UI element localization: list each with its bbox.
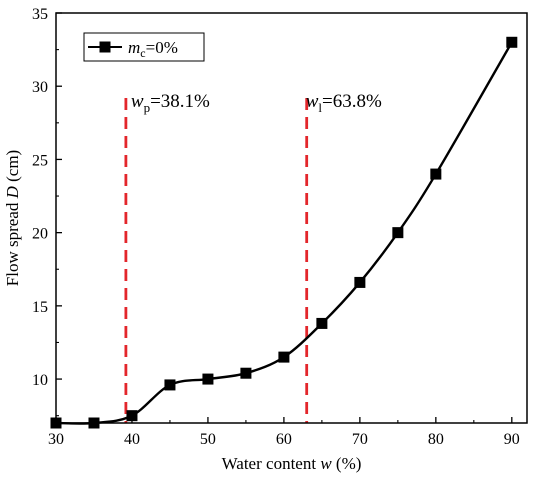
x-tick-label: 40 (124, 431, 140, 448)
x-tick-label: 70 (352, 431, 368, 448)
data-point-marker (430, 168, 442, 180)
x-tick-label: 90 (504, 431, 520, 448)
data-point-marker (506, 36, 518, 48)
x-axis-title: Water content w (%) (222, 454, 362, 473)
plastic-limit-label-value: =38.1% (150, 91, 210, 112)
y-axis-title-variable: D (3, 185, 22, 199)
y-tick-label: 20 (32, 226, 48, 243)
x-tick-label: 80 (428, 431, 444, 448)
legend: mc=0% (83, 32, 205, 62)
legend-entry-value: =0% (146, 38, 178, 57)
y-axis-ticks: 10 15 20 25 30 35 (32, 6, 62, 417)
data-point-marker (202, 373, 214, 385)
y-tick-label: 30 (32, 79, 48, 96)
limit-lines (124, 98, 309, 423)
data-point-marker (240, 367, 252, 379)
data-point-marker (392, 227, 404, 239)
plastic-limit-label: wp=38.1% (131, 91, 210, 115)
data-point-marker (164, 379, 176, 391)
y-axis-title-prefix: Flow spread (3, 198, 22, 286)
y-tick-label: 15 (32, 299, 48, 316)
x-tick-label: 60 (276, 431, 292, 448)
y-tick-label: 25 (32, 152, 48, 169)
data-point-marker (126, 410, 138, 422)
legend-marker-sample (99, 41, 111, 53)
legend-entry-var: m (128, 38, 140, 57)
liquid-limit-label-var: w (306, 91, 319, 112)
liquid-limit-label-value: =63.8% (322, 91, 382, 112)
x-axis-title-variable: w (320, 454, 332, 473)
x-tick-label: 30 (48, 431, 64, 448)
legend-entry-sub: c (140, 46, 145, 60)
y-axis-title-suffix: (cm) (3, 150, 22, 186)
data-point-marker (354, 276, 366, 288)
x-axis-title-suffix: (%) (332, 454, 362, 473)
plot-frame (55, 12, 528, 424)
y-axis-title: Flow spread D (cm) (3, 150, 22, 286)
x-axis-ticks: 30 40 50 60 70 80 90 (48, 417, 520, 448)
liquid-limit-label-sub: l (318, 100, 322, 115)
data-point-marker (316, 317, 328, 329)
x-axis-title-prefix: Water content (222, 454, 321, 473)
plastic-limit-label-sub: p (144, 100, 151, 115)
legend-entry-label: mc=0% (128, 38, 178, 60)
y-tick-label: 10 (32, 372, 48, 389)
data-point-marker (278, 351, 290, 363)
liquid-limit-label: wl=63.8% (306, 91, 382, 115)
x-tick-label: 50 (200, 431, 216, 448)
plastic-limit-label-var: w (131, 91, 144, 112)
y-tick-label: 35 (32, 6, 48, 23)
